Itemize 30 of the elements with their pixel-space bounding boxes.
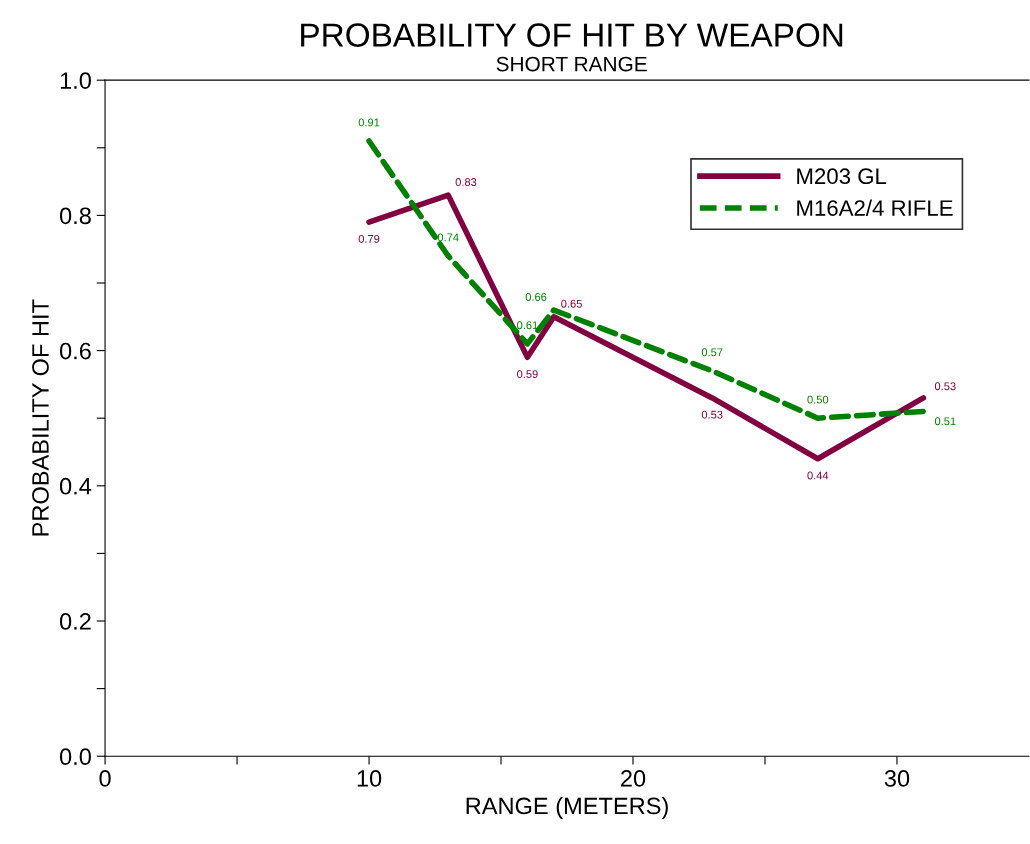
y-tick-label: 0.8: [59, 207, 91, 225]
x-tick-label: 10: [357, 770, 382, 787]
x-tick-label: 0: [99, 770, 111, 787]
data-label: 0.57: [701, 348, 723, 357]
data-label: 0.74: [437, 233, 459, 242]
y-tick-label: 1.0: [60, 72, 91, 89]
data-label: 0.53: [934, 382, 956, 391]
y-tick-label: 0.0: [59, 748, 91, 766]
data-label: 0.83: [455, 178, 477, 186]
x-tick-label: 30: [884, 770, 910, 787]
y-axis-title: PROBABILITY OF HIT: [32, 299, 49, 536]
data-label: 0.79: [358, 234, 380, 243]
data-label: 0.50: [807, 395, 829, 404]
chart-subtitle: SHORT RANGE: [496, 56, 647, 72]
chart-title: PROBABILITY OF HIT BY WEAPON: [301, 23, 843, 47]
legend-label: M203 GL: [797, 168, 887, 185]
data-label: 0.53: [701, 410, 723, 419]
data-label: 0.59: [517, 370, 538, 379]
data-label: 0.44: [807, 471, 829, 480]
data-label: 0.91: [358, 118, 380, 127]
data-label: 0.61: [517, 321, 538, 330]
legend-label: M16A2/4 RIFLE: [797, 199, 953, 216]
data-label: 0.51: [934, 417, 956, 426]
y-tick-label: 0.4: [59, 477, 92, 495]
x-axis-title: RANGE (METERS): [466, 796, 668, 819]
y-tick-label: 0.6: [59, 342, 91, 360]
x-tick-label: 20: [621, 770, 646, 787]
y-tick-label: 0.2: [59, 613, 91, 630]
data-label: 0.65: [561, 299, 582, 308]
data-label: 0.66: [525, 293, 547, 301]
